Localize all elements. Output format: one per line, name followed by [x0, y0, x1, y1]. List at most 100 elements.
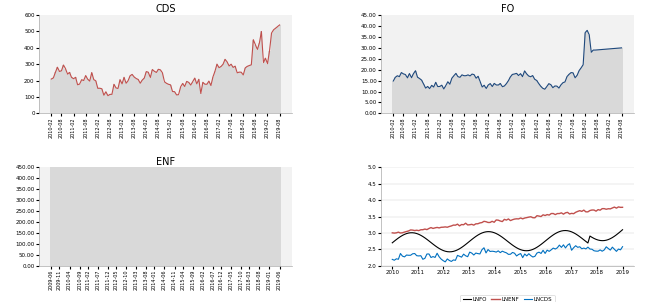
Bar — [175, 95, 177, 113]
Bar — [214, 0, 216, 266]
Bar — [496, 85, 498, 113]
LNCDS — [454, 254, 461, 257]
Bar — [254, 45, 256, 113]
Bar — [576, 75, 578, 113]
LNENF — [619, 205, 626, 209]
Bar — [91, 72, 93, 113]
Bar — [516, 73, 518, 113]
Bar — [613, 49, 615, 113]
Bar — [155, 72, 157, 113]
Bar — [76, 0, 79, 266]
LNCDS — [539, 249, 547, 252]
Bar — [148, 0, 149, 266]
Bar — [543, 89, 546, 113]
LNENF — [455, 224, 463, 228]
LNFO — [619, 228, 626, 232]
Bar — [85, 0, 87, 266]
Bar — [173, 0, 175, 266]
Bar — [582, 65, 584, 113]
Bar — [200, 94, 202, 113]
Bar — [101, 89, 103, 113]
Bar — [408, 74, 410, 113]
Bar — [69, 0, 71, 266]
Line: LNFO: LNFO — [392, 230, 622, 252]
Bar — [168, 0, 170, 266]
Bar — [417, 77, 419, 113]
Bar — [105, 92, 107, 113]
Bar — [444, 85, 447, 113]
Bar — [399, 77, 400, 113]
Bar — [594, 50, 597, 113]
Bar — [592, 50, 594, 113]
Bar — [119, 80, 121, 113]
Bar — [402, 74, 404, 113]
Bar — [74, 77, 76, 113]
Bar — [276, 0, 279, 266]
Bar — [177, 95, 180, 113]
Bar — [188, 82, 190, 113]
Bar — [184, 0, 186, 266]
Bar — [501, 87, 503, 113]
Bar — [279, 0, 281, 266]
Bar — [548, 84, 550, 113]
Bar — [149, 78, 151, 113]
Title: FO: FO — [501, 4, 514, 14]
Bar — [274, 0, 276, 266]
LNENF — [454, 222, 461, 226]
Bar — [475, 78, 477, 113]
Bar — [588, 35, 590, 113]
Bar — [87, 0, 89, 266]
Bar — [184, 86, 186, 113]
Bar — [453, 76, 455, 113]
Bar — [485, 88, 487, 113]
Bar — [413, 74, 415, 113]
Bar — [50, 79, 52, 113]
Bar — [604, 49, 606, 113]
Bar — [141, 0, 143, 266]
Bar — [182, 0, 184, 266]
Bar — [56, 67, 58, 113]
LNENF — [417, 228, 424, 232]
LNFO — [539, 241, 547, 245]
Bar — [467, 75, 469, 113]
Bar — [137, 0, 139, 266]
Bar — [451, 78, 453, 113]
Bar — [244, 0, 247, 266]
Bar — [406, 78, 408, 113]
Bar — [121, 0, 123, 266]
Bar — [113, 0, 115, 266]
Bar — [171, 0, 173, 266]
Bar — [143, 0, 146, 266]
Bar — [151, 0, 153, 266]
Bar — [71, 0, 72, 266]
Bar — [447, 82, 449, 113]
Bar — [157, 69, 159, 113]
Bar — [242, 75, 244, 113]
Bar — [50, 0, 52, 266]
Bar — [171, 92, 173, 113]
Bar — [139, 83, 141, 113]
Bar — [175, 0, 177, 266]
Bar — [435, 82, 437, 113]
Bar — [220, 0, 222, 266]
Bar — [578, 71, 580, 113]
Bar — [260, 0, 263, 266]
Bar — [250, 65, 252, 113]
Bar — [137, 79, 139, 113]
Bar — [552, 88, 554, 113]
Bar — [113, 84, 115, 113]
Bar — [240, 0, 242, 266]
Bar — [421, 80, 422, 113]
Bar — [230, 0, 232, 266]
Bar — [54, 72, 56, 113]
Bar — [105, 0, 107, 266]
Bar — [426, 86, 429, 113]
LNFO — [388, 241, 396, 245]
Bar — [83, 0, 85, 266]
LNCDS — [388, 258, 396, 261]
Bar — [392, 81, 394, 113]
Bar — [107, 0, 109, 266]
Bar — [554, 86, 556, 113]
Bar — [238, 72, 240, 113]
Bar — [89, 81, 91, 113]
